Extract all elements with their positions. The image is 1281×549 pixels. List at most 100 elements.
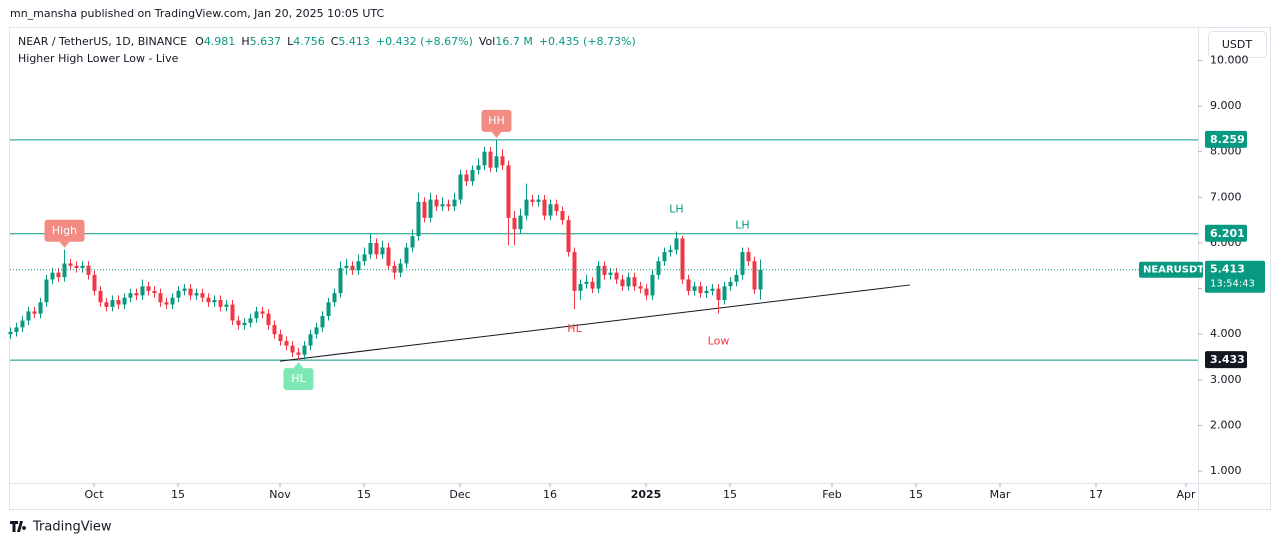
candle-body <box>122 297 127 305</box>
candle-body <box>464 174 469 182</box>
annotation-pointer <box>59 241 70 248</box>
volume-label: Vol <box>479 35 495 48</box>
candle-body <box>380 247 385 255</box>
candle-body <box>320 315 325 328</box>
candle-body <box>338 268 343 294</box>
candle-body <box>758 269 763 290</box>
y-tick-label: 10.000 <box>1210 53 1249 66</box>
candle-body <box>662 252 667 262</box>
candle-body <box>698 286 703 294</box>
candle-body <box>554 204 559 212</box>
candle-body <box>230 304 235 321</box>
trendline <box>279 284 911 362</box>
ohlc-legend: O 4.981 H 5.637 L 4.756 C 5.413 +0.432 (+8.67%) V… <box>195 35 636 48</box>
x-tick-label: 15 <box>909 488 923 501</box>
candle-body <box>446 204 451 207</box>
candle-body <box>572 252 577 291</box>
candle-body <box>650 274 655 296</box>
x-tick-label: Apr <box>1176 488 1196 501</box>
candle-body <box>170 297 175 305</box>
candle-body <box>86 265 91 275</box>
candle-body <box>746 252 751 262</box>
countdown: 13:54:43 <box>1210 279 1255 290</box>
candle-body <box>518 215 523 230</box>
annotation: High <box>52 224 77 237</box>
candle-body <box>608 272 613 275</box>
candle-body <box>386 247 391 266</box>
currency-button[interactable] <box>1208 31 1267 58</box>
candle-body <box>590 281 595 289</box>
candle-body <box>656 261 661 275</box>
x-tick-label: 15 <box>357 488 371 501</box>
candle-body <box>104 302 109 307</box>
candle-body <box>668 249 673 253</box>
candle-body <box>110 299 115 307</box>
candle-body <box>500 156 505 166</box>
candle-body <box>692 286 697 291</box>
x-tick-label: 17 <box>1089 488 1103 501</box>
candle-body <box>62 263 67 278</box>
candle-body <box>686 279 691 291</box>
candle-body <box>614 272 619 280</box>
candle-body <box>218 299 223 307</box>
candle-body <box>452 199 457 207</box>
candle-body <box>314 327 319 335</box>
candle-body <box>128 293 133 298</box>
candle-body <box>284 341 289 346</box>
candle-body <box>326 302 331 316</box>
level-badge <box>1205 224 1247 242</box>
candle-body <box>542 199 547 216</box>
candle-body <box>116 299 121 305</box>
candle-body <box>578 284 583 291</box>
annotation-badge <box>283 368 314 391</box>
level-badge <box>1205 351 1247 369</box>
candle-body <box>674 238 679 250</box>
y-tick-label: 1.000 <box>1210 464 1242 477</box>
candle-body <box>548 204 553 216</box>
ohlc-label: O <box>195 35 204 48</box>
annotation: Low <box>708 335 730 348</box>
candle-body <box>92 274 97 291</box>
candle-body <box>434 199 439 207</box>
candle-body <box>422 201 427 218</box>
candle-body <box>680 238 685 280</box>
y-tick-label: 8.000 <box>1210 145 1242 158</box>
candle-body <box>482 151 487 166</box>
candle-body <box>242 322 247 326</box>
candle-body <box>428 199 433 218</box>
published: mn_mansha published on TradingView.com, … <box>10 7 384 20</box>
candle-body <box>134 293 139 296</box>
candle-body <box>290 345 295 353</box>
candle-body <box>632 277 637 287</box>
currency[interactable]: USDT <box>1222 38 1253 51</box>
candle-body <box>302 345 307 355</box>
ticker: NEARUSDT <box>1143 265 1204 276</box>
annotation-badge <box>481 109 512 132</box>
y-tick-label: 7.000 <box>1210 190 1242 203</box>
candle-body <box>146 286 151 291</box>
candle-body <box>374 242 379 255</box>
candle-body <box>458 174 463 200</box>
candle-body <box>266 313 271 326</box>
x-tick-label: 15 <box>723 488 737 501</box>
price-badge-label: 5.413 <box>1210 263 1245 276</box>
annotation: HL <box>291 372 306 385</box>
candle-body <box>152 290 157 294</box>
candle-body <box>332 293 337 303</box>
candle-body <box>368 242 373 255</box>
y-tick-label: 4.000 <box>1210 327 1242 340</box>
candle-body <box>752 261 757 290</box>
x-tick-label: Oct <box>84 488 104 501</box>
candle-body <box>212 299 217 303</box>
brand-logo <box>10 521 27 532</box>
ohlc-label: C <box>331 35 339 48</box>
candle-body <box>200 293 205 298</box>
ohlc-value: 5.413 <box>338 35 370 48</box>
candle-body <box>476 165 481 170</box>
ohlc-value: 4.981 <box>204 35 236 48</box>
candle-body <box>398 263 403 273</box>
candle-body <box>536 199 541 202</box>
candle-body <box>602 265 607 275</box>
